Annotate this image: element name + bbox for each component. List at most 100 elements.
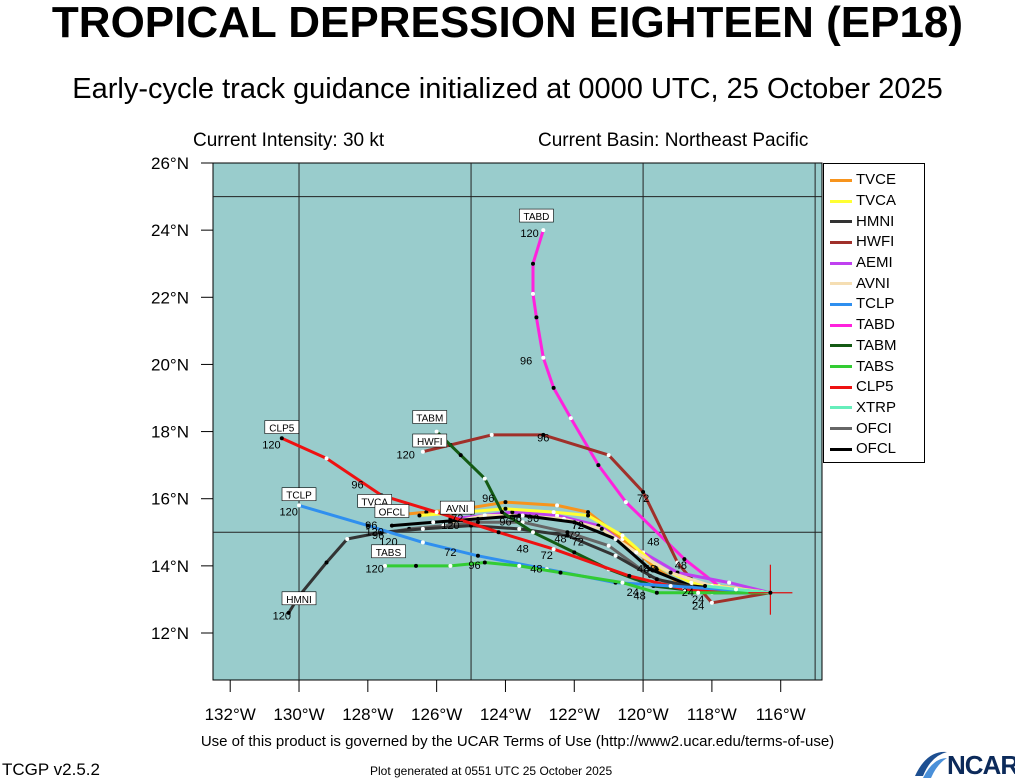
track-point	[482, 560, 487, 565]
track-point	[647, 567, 652, 572]
forecast-hour-label: 48	[554, 533, 566, 545]
legend-item-clp5: CLP5	[824, 377, 924, 398]
lat-tick-label: 18°N	[151, 423, 189, 442]
legend-swatch	[830, 240, 852, 244]
track-point	[431, 520, 436, 525]
track-point	[623, 500, 628, 505]
model-tag-tclp: TCLP	[286, 491, 312, 502]
track-point	[482, 513, 487, 518]
page-subtitle: Early-cycle track guidance initialized a…	[72, 73, 943, 105]
legend-item-avni: AVNI	[824, 273, 924, 294]
lon-tick-label: 120°W	[617, 705, 668, 724]
legend-label: HMNI	[856, 212, 895, 230]
track-point	[709, 600, 714, 605]
forecast-hour-label: 72	[444, 547, 456, 559]
track-point	[596, 463, 601, 468]
track-point	[424, 510, 429, 515]
track-point	[733, 587, 738, 592]
version-label: TCGP v2.5.2	[2, 760, 100, 779]
generated-timestamp: Plot generated at 0551 UTC 25 October 20…	[370, 764, 613, 778]
track-point	[434, 429, 439, 434]
track-point	[530, 291, 535, 296]
current-intensity: Current Intensity: 30 kt	[193, 130, 385, 151]
track-point	[365, 523, 370, 528]
lat-tick-label: 20°N	[151, 355, 189, 374]
track-point	[668, 570, 673, 575]
track-point	[530, 530, 535, 535]
forecast-hour-label: 48	[675, 560, 687, 572]
forecast-hour-label: 96	[499, 517, 511, 529]
track-point	[599, 526, 604, 531]
track-point	[434, 510, 439, 515]
legend-swatch	[830, 406, 852, 410]
forecast-hour-label: 120	[396, 449, 414, 461]
forecast-hour-label: 96	[482, 493, 494, 505]
track-point	[389, 523, 394, 528]
track-point	[703, 584, 708, 588]
forecast-hour-label: 96	[365, 520, 377, 532]
forecast-hour-label: 48	[530, 564, 542, 576]
track-point	[668, 584, 673, 588]
lon-tick-label: 124°W	[480, 705, 531, 724]
ncar-logo-text: NCAR	[947, 750, 1015, 780]
legend-swatch	[830, 427, 852, 431]
track-point	[517, 563, 522, 568]
lon-tick-label: 126°W	[411, 705, 462, 724]
current-basin: Current Basin: Northeast Pacific	[538, 130, 809, 151]
legend-item-tvce: TVCE	[824, 170, 924, 191]
track-point	[475, 520, 480, 525]
model-tag-tabm: TABM	[416, 414, 443, 425]
track-point	[520, 513, 525, 518]
track-point	[475, 553, 480, 558]
forecast-hour-label: 72	[568, 530, 580, 542]
forecast-hour-label: 24	[692, 594, 704, 606]
legend-label: TABD	[856, 316, 895, 334]
legend-item-tabm: TABM	[824, 336, 924, 357]
track-point	[551, 547, 556, 552]
forecast-hour-label: 24	[682, 587, 694, 599]
forecast-hour-label: 72	[451, 513, 463, 525]
track-point	[641, 490, 646, 494]
lon-tick-label: 118°W	[687, 705, 737, 724]
track-point	[414, 563, 418, 568]
lon-tick-label: 116°W	[756, 705, 806, 724]
track-point	[541, 355, 546, 360]
track-point	[530, 261, 535, 266]
lat-tick-label: 24°N	[151, 221, 189, 240]
lat-tick-label: 12°N	[151, 624, 189, 643]
lon-tick-label: 128°W	[342, 705, 393, 724]
forecast-hour-label: 48	[644, 564, 656, 576]
track-point	[551, 385, 556, 390]
track-point	[727, 580, 732, 585]
forecast-hour-label: 96	[468, 560, 480, 572]
lat-tick-label: 26°N	[151, 154, 189, 173]
track-point	[297, 503, 302, 508]
forecast-hour-label: 96	[372, 530, 384, 542]
track-point	[279, 436, 284, 441]
forecast-hour-label: 48	[637, 564, 649, 576]
forecast-hour-label: 96	[520, 355, 532, 367]
track-point	[458, 453, 463, 458]
track-point	[517, 526, 522, 531]
model-tag-tabs: TABS	[376, 548, 402, 559]
model-tag-box	[439, 500, 475, 515]
legend-label: OFCI	[856, 419, 892, 437]
model-tag-box	[412, 433, 448, 448]
model-tag-box	[374, 504, 410, 518]
legend-item-tclp: TCLP	[824, 294, 924, 315]
track-point	[496, 530, 501, 535]
forecast-hour-label: 24	[627, 587, 639, 599]
lon-tick-label: 132°W	[205, 705, 256, 724]
forecast-hour-label: 120	[273, 611, 291, 623]
track-point	[510, 510, 515, 515]
legend-label: CLP5	[856, 378, 894, 396]
track-point	[286, 610, 291, 615]
legend-label: TABM	[856, 336, 897, 354]
ncar-swoosh-icon	[915, 751, 947, 778]
forecast-hour-label: 120	[441, 520, 459, 532]
model-tag-box	[412, 410, 448, 424]
forecast-hour-label: 48	[647, 537, 659, 549]
legend-swatch	[830, 365, 852, 369]
legend-label: AEMI	[856, 254, 893, 272]
storm-position-dot	[768, 590, 773, 595]
